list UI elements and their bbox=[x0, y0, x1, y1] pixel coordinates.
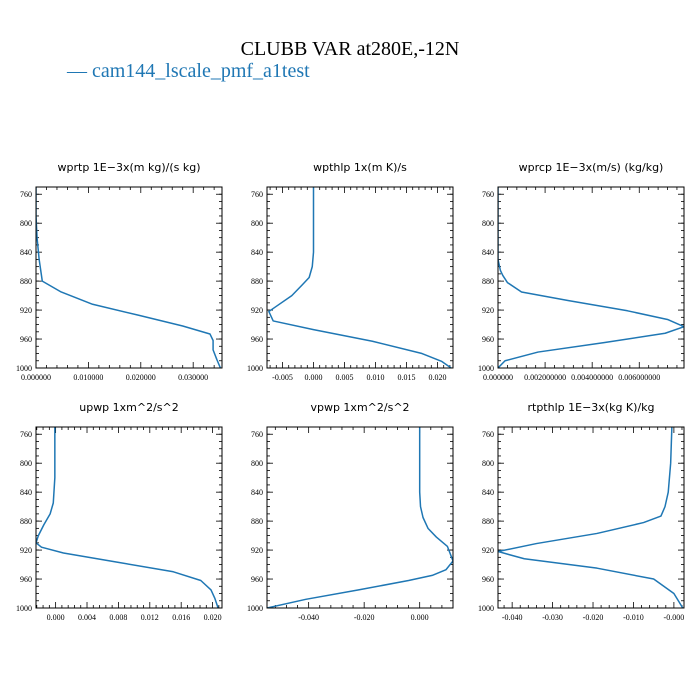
x-tick-label: -0.030 bbox=[542, 613, 563, 622]
y-tick-label: 1000 bbox=[247, 364, 263, 373]
x-tick-label: 0.008 bbox=[109, 613, 127, 622]
y-tick-label: 960 bbox=[482, 335, 494, 344]
panel-title: vpwp 1xm^2/s^2 bbox=[310, 401, 409, 414]
y-tick-label: 760 bbox=[482, 190, 494, 199]
x-tick-label: -0.040 bbox=[298, 613, 319, 622]
panel-title: wprcp 1E−3x(m/s) (kg/kg) bbox=[519, 161, 664, 174]
y-tick-label: 760 bbox=[20, 430, 32, 439]
y-tick-label: 760 bbox=[251, 430, 263, 439]
x-tick-label: 0.006000000 bbox=[618, 373, 660, 382]
y-tick-label: 920 bbox=[251, 306, 263, 315]
y-tick-label: 880 bbox=[482, 517, 494, 526]
x-tick-label: 0.020 bbox=[204, 613, 222, 622]
series-line bbox=[498, 427, 684, 608]
x-tick-label: 0.000 bbox=[411, 613, 429, 622]
y-tick-label: 880 bbox=[20, 277, 32, 286]
plot-frame bbox=[497, 186, 685, 369]
x-tick-label: 0.016 bbox=[172, 613, 190, 622]
x-tick-label: 0.020000 bbox=[126, 373, 156, 382]
y-tick-label: 880 bbox=[251, 277, 263, 286]
chart-panel: rtpthlp 1E−3x(kg K)/kg 760 800 840 880 920 960… bbox=[478, 401, 685, 622]
figure-title: CLUBB VAR at280E,-12N bbox=[241, 38, 460, 60]
x-tick-label: -0.005 bbox=[272, 373, 293, 382]
plot-frame bbox=[266, 426, 454, 609]
y-tick-label: 840 bbox=[251, 488, 263, 497]
series-line bbox=[36, 427, 219, 608]
chart-panel: wprcp 1E−3x(m/s) (kg/kg) 760 800 840 880 920 9… bbox=[478, 161, 685, 382]
y-tick-label: 760 bbox=[251, 190, 263, 199]
series-line bbox=[36, 187, 222, 368]
plot-frame bbox=[35, 426, 223, 609]
x-tick-label: -0.040 bbox=[502, 613, 523, 622]
y-tick-label: 1000 bbox=[16, 364, 32, 373]
panel-title: rtpthlp 1E−3x(kg K)/kg bbox=[527, 401, 654, 414]
panel-title: wpthlp 1x(m K)/s bbox=[313, 161, 407, 174]
y-tick-label: 960 bbox=[482, 575, 494, 584]
chart-panel: vpwp 1xm^2/s^2 760 800 840 880 920 960 1000 -0.0… bbox=[247, 401, 454, 622]
y-tick-label: 960 bbox=[251, 575, 263, 584]
y-tick-label: 920 bbox=[20, 306, 32, 315]
chart-panel: wpthlp 1x(m K)/s 760 800 840 880 920 960 1000 -0… bbox=[247, 161, 454, 382]
panel-title: wprtp 1E−3x(m kg)/(s kg) bbox=[58, 161, 201, 174]
y-tick-label: 800 bbox=[251, 219, 263, 228]
y-tick-label: 1000 bbox=[16, 604, 32, 613]
x-tick-label: 0.020 bbox=[429, 373, 447, 382]
x-tick-label: -0.020 bbox=[583, 613, 604, 622]
x-tick-label: 0.012 bbox=[141, 613, 159, 622]
chart-panels: wprtp 1E−3x(m kg)/(s kg) 760 800 840 880 920 9… bbox=[16, 161, 685, 622]
y-tick-label: 920 bbox=[251, 546, 263, 555]
y-tick-label: 920 bbox=[482, 546, 494, 555]
y-tick-label: 1000 bbox=[478, 604, 494, 613]
series-line bbox=[267, 427, 453, 608]
y-tick-label: 800 bbox=[20, 459, 32, 468]
y-tick-label: 840 bbox=[20, 248, 32, 257]
y-tick-label: 840 bbox=[482, 488, 494, 497]
y-tick-label: 920 bbox=[20, 546, 32, 555]
x-tick-label: -0.000 bbox=[664, 613, 685, 622]
x-tick-label: 0.010000 bbox=[73, 373, 103, 382]
y-tick-label: 960 bbox=[251, 335, 263, 344]
y-tick-label: 880 bbox=[251, 517, 263, 526]
plot-frame bbox=[497, 426, 685, 609]
x-tick-label: 0.015 bbox=[398, 373, 416, 382]
y-tick-label: 800 bbox=[482, 219, 494, 228]
plot-frame bbox=[266, 186, 454, 369]
x-tick-label: 0.004000000 bbox=[571, 373, 613, 382]
y-tick-label: 1000 bbox=[478, 364, 494, 373]
x-tick-label: 0.004 bbox=[78, 613, 96, 622]
y-tick-label: 880 bbox=[482, 277, 494, 286]
y-tick-label: 840 bbox=[251, 248, 263, 257]
x-tick-label: 0.000000 bbox=[483, 373, 513, 382]
x-tick-label: -0.020 bbox=[354, 613, 375, 622]
plot-frame bbox=[35, 186, 223, 369]
y-tick-label: 800 bbox=[251, 459, 263, 468]
y-tick-label: 760 bbox=[482, 430, 494, 439]
series-line bbox=[268, 187, 452, 368]
y-tick-label: 840 bbox=[20, 488, 32, 497]
x-tick-label: 0.010 bbox=[367, 373, 385, 382]
y-tick-label: 960 bbox=[20, 575, 32, 584]
x-tick-label: 0.005 bbox=[336, 373, 354, 382]
y-tick-label: 1000 bbox=[247, 604, 263, 613]
panel-title: upwp 1xm^2/s^2 bbox=[79, 401, 179, 414]
x-tick-label: -0.010 bbox=[623, 613, 644, 622]
x-tick-label: 0.000 bbox=[47, 613, 65, 622]
y-tick-label: 760 bbox=[20, 190, 32, 199]
chart-panel: wprtp 1E−3x(m kg)/(s kg) 760 800 840 880 920 9… bbox=[16, 161, 223, 382]
x-tick-label: 0.000 bbox=[305, 373, 323, 382]
y-tick-label: 920 bbox=[482, 306, 494, 315]
chart-panel: upwp 1xm^2/s^2 760 800 840 880 920 960 1000 0.00… bbox=[16, 401, 223, 622]
legend-label: — cam144_lscale_pmf_a1test bbox=[66, 60, 310, 82]
y-tick-label: 880 bbox=[20, 517, 32, 526]
x-tick-label: 0.030000 bbox=[178, 373, 208, 382]
series-line bbox=[498, 187, 684, 368]
y-tick-label: 800 bbox=[20, 219, 32, 228]
y-tick-label: 840 bbox=[482, 248, 494, 257]
y-tick-label: 800 bbox=[482, 459, 494, 468]
x-tick-label: 0.002000000 bbox=[524, 373, 566, 382]
x-tick-label: 0.000000 bbox=[21, 373, 51, 382]
y-tick-label: 960 bbox=[20, 335, 32, 344]
